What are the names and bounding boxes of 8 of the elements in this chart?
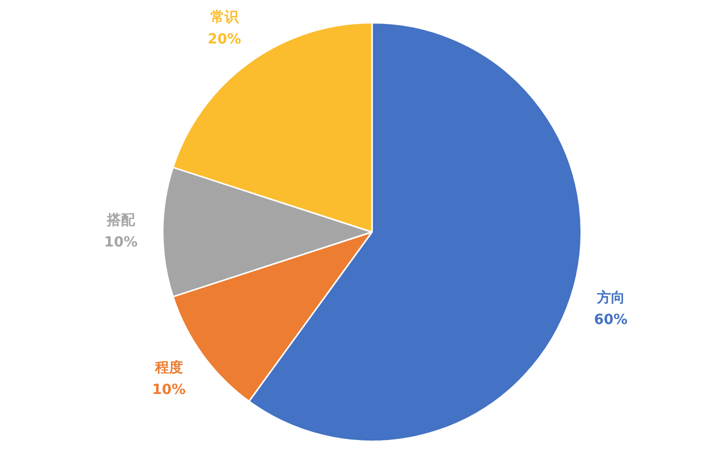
data-label: 60% <box>594 312 628 328</box>
slice-label: 常识 <box>210 9 240 26</box>
slice-label: 搭配 <box>106 212 136 229</box>
slice-label: 方向 <box>596 289 625 306</box>
data-label: 10% <box>152 382 186 398</box>
data-label: 10% <box>104 234 138 251</box>
data-label: 20% <box>208 31 242 48</box>
slice-label: 程度 <box>154 359 183 376</box>
